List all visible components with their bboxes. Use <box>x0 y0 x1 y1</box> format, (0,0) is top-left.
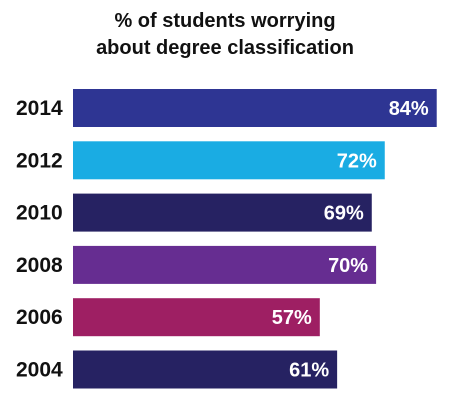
value-label-year-2004: 61% <box>289 360 329 382</box>
bar-year-2014 <box>73 89 437 127</box>
category-label-year-2012: 2012 <box>16 149 63 172</box>
category-label-year-2014: 2014 <box>16 97 63 120</box>
value-label-year-2010: 69% <box>324 203 364 225</box>
category-label-year-2006: 2006 <box>16 306 63 329</box>
category-label-year-2008: 2008 <box>16 254 63 277</box>
category-label-year-2004: 2004 <box>16 359 63 382</box>
value-label-year-2006: 57% <box>272 307 312 329</box>
value-label-year-2014: 84% <box>389 98 429 120</box>
category-label-year-2010: 2010 <box>16 202 63 225</box>
chart-title-line-1: % of students worrying <box>114 10 336 32</box>
bar-year-2012 <box>73 141 385 180</box>
value-label-year-2008: 70% <box>328 255 368 277</box>
chart-title: % of students worrying about degree clas… <box>0 8 450 62</box>
value-label-year-2012: 72% <box>337 150 377 172</box>
bar-year-2008 <box>73 245 377 284</box>
bar-year-2006 <box>73 298 320 337</box>
chart-title-line-2: about degree classification <box>96 37 354 59</box>
bar-year-2004 <box>73 350 338 389</box>
bar-year-2010 <box>73 193 372 232</box>
